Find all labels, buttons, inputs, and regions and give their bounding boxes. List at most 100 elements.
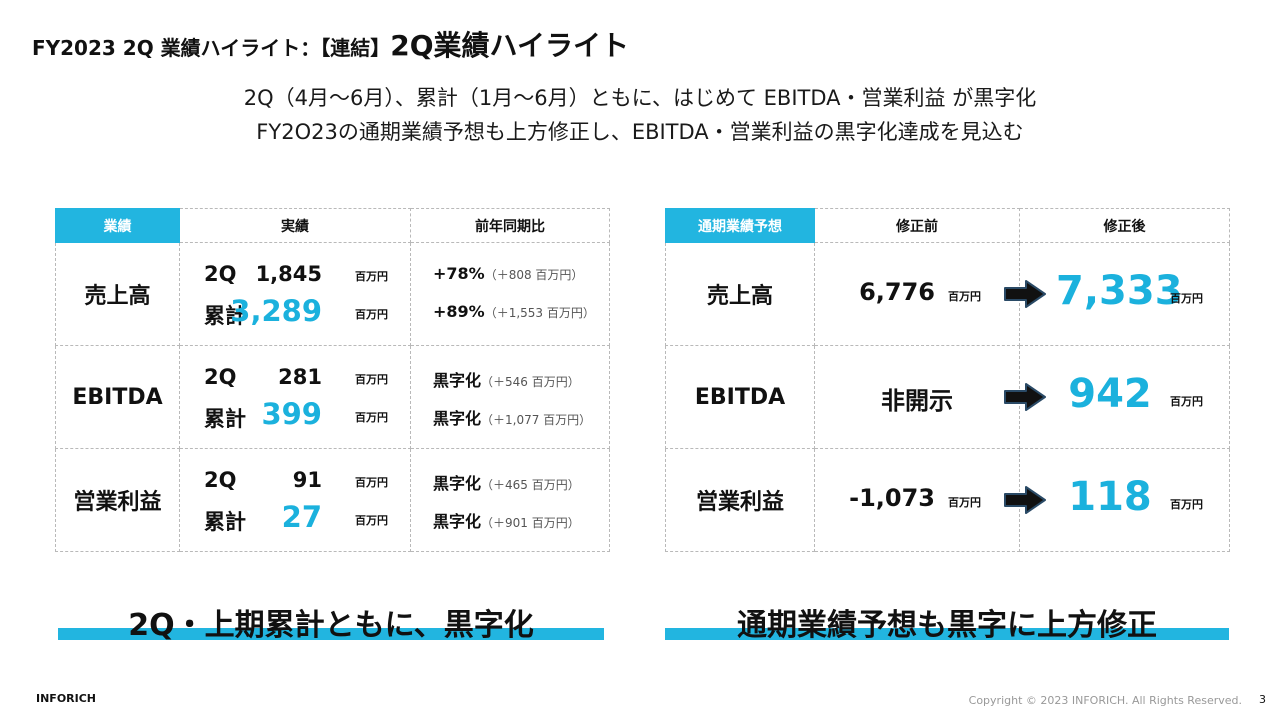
forecast-header-category: 通期業績予想 [665, 208, 815, 243]
forecast-row-operating-income: 営業利益 -1,073 百万円 118 百万円 [665, 448, 1230, 552]
results-row-operating-income: 営業利益 2Q 91 百万円 累計 27 百万円 黒字化（＋465 百万円） 黒… [55, 448, 610, 552]
forecast-table: 通期業績予想 修正前 修正後 売上高 6,776 百万円 7,333 百万円 E… [665, 208, 1230, 552]
yoy-value: +78% [433, 264, 485, 283]
quarter-value: 1,845 [255, 262, 322, 286]
right-arrow-icon [1004, 486, 1046, 514]
after-box: 942 百万円 [1004, 347, 1229, 447]
cumulative-label: 累計 [204, 510, 246, 534]
forecast-row-ebitda: EBITDA 非開示 942 百万円 [665, 345, 1230, 449]
before-value: -1,073 [849, 484, 935, 512]
row-label-operating-income: 営業利益 [55, 448, 180, 552]
before-value-undisclosed: 非開示 [881, 387, 953, 415]
banner-underline [58, 628, 604, 640]
unit-label: 百万円 [355, 476, 388, 489]
yoy-value: 黒字化 [433, 474, 482, 493]
quarter-label: 2Q [204, 262, 237, 286]
before-cell-sales: 6,776 百万円 [814, 242, 1020, 346]
before-box: 6,776 百万円 [815, 244, 1019, 344]
after-box: 7,333 百万円 [1004, 244, 1229, 344]
before-box: -1,073 百万円 [815, 450, 1019, 550]
after-value: 118 [1068, 474, 1152, 520]
yoy-quarter: +78%（＋808 百万円） [433, 264, 583, 283]
yoy-detail: （＋808 百万円） [484, 268, 584, 282]
yoy-line-cumulative: +89%（＋1,553 百万円） [411, 294, 609, 332]
title-main: 2Q業績ハイライト [390, 29, 629, 62]
yoy-value: +89% [433, 302, 485, 321]
title-prefix: FY2023 2Q 業績ハイライト：【連結】 [32, 36, 391, 60]
right-arrow-icon [1004, 280, 1046, 308]
yoy-detail: （＋901 百万円） [481, 516, 580, 530]
quarter-value: 91 [292, 468, 322, 492]
yoy-quarter: 黒字化（＋546 百万円） [433, 367, 580, 391]
forecast-header-after: 修正後 [1019, 208, 1230, 243]
forecast-header-before: 修正前 [814, 208, 1020, 243]
yoy-cumulative: 黒字化（＋901 百万円） [433, 508, 580, 532]
yoy-detail: （＋1,553 百万円） [484, 306, 595, 320]
results-table: 業績 実績 前年同期比 売上高 2Q 1,845 百万円 累計 3,289 百万… [55, 208, 610, 552]
after-cell-operating-income: 118 百万円 [1004, 448, 1230, 552]
summary-banner-right: 通期業績予想も黒字に上方修正 [665, 600, 1229, 643]
yoy-quarter: 黒字化（＋465 百万円） [433, 470, 580, 494]
footer-copyright: Copyright © 2023 INFORICH. All Rights Re… [968, 694, 1242, 707]
banner-underline [665, 628, 1229, 640]
after-value: 7,333 [1056, 268, 1183, 314]
cumulative-value: 399 [261, 397, 322, 431]
after-box: 118 百万円 [1004, 450, 1229, 550]
unit-label: 百万円 [1170, 292, 1203, 305]
cumulative-value: 27 [281, 500, 322, 534]
quarter-label: 2Q [204, 468, 237, 492]
before-cell-ebitda: 非開示 [814, 345, 1020, 449]
row-label-ebitda: EBITDA [55, 345, 180, 449]
cumulative-label: 累計 [204, 304, 246, 328]
forecast-label-sales: 売上高 [665, 242, 815, 346]
yoy-line-cumulative: 黒字化（＋901 百万円） [411, 500, 609, 538]
footer-brand: INFORICH [36, 692, 97, 705]
unit-label: 百万円 [355, 308, 388, 321]
yoy-detail: （＋1,077 百万円） [481, 413, 592, 427]
actual-cell-sales: 2Q 1,845 百万円 累計 3,289 百万円 [179, 242, 411, 346]
actual-line-cumulative: 累計 399 百万円 [180, 397, 410, 435]
summary-banner-left: 2Q・上期累計ともに、黒字化 [58, 600, 604, 643]
unit-label: 百万円 [355, 270, 388, 283]
results-header-row: 業績 実績 前年同期比 [55, 208, 610, 243]
actual-cell-ebitda: 2Q 281 百万円 累計 399 百万円 [179, 345, 411, 449]
banner-text: 2Q・上期累計ともに、黒字化 [128, 608, 534, 643]
results-row-sales: 売上高 2Q 1,845 百万円 累計 3,289 百万円 +78%（＋808 … [55, 242, 610, 346]
actual-line-quarter: 2Q 91 百万円 [180, 462, 410, 500]
unit-label: 百万円 [1170, 395, 1203, 408]
yoy-cumulative: +89%（＋1,553 百万円） [433, 302, 595, 321]
yoy-cell-operating-income: 黒字化（＋465 百万円） 黒字化（＋901 百万円） [410, 448, 610, 552]
unit-label: 百万円 [355, 411, 388, 424]
yoy-value: 黒字化 [433, 409, 482, 428]
actual-line-quarter: 2Q 1,845 百万円 [180, 256, 410, 294]
right-arrow-icon [1004, 383, 1046, 411]
cumulative-value: 3,289 [230, 294, 322, 328]
unit-label: 百万円 [355, 514, 388, 527]
results-header-actual: 実績 [179, 208, 411, 243]
before-value: 6,776 [859, 278, 935, 306]
forecast-row-sales: 売上高 6,776 百万円 7,333 百万円 [665, 242, 1230, 346]
unit-label: 百万円 [1170, 498, 1203, 511]
unit-label: 百万円 [948, 496, 981, 509]
yoy-cell-ebitda: 黒字化（＋546 百万円） 黒字化（＋1,077 百万円） [410, 345, 610, 449]
after-cell-sales: 7,333 百万円 [1004, 242, 1230, 346]
actual-line-cumulative: 累計 3,289 百万円 [180, 294, 410, 332]
yoy-cumulative: 黒字化（＋1,077 百万円） [433, 405, 591, 429]
subtitle-line-1: 2Q（4月～6月）、累計（1月～6月）ともに、はじめて EBITDA・営業利益 … [243, 86, 1037, 110]
before-box: 非開示 [815, 347, 1019, 447]
cumulative-label: 累計 [204, 407, 246, 431]
yoy-detail: （＋546 百万円） [481, 375, 580, 389]
page-number: 3 [1259, 693, 1266, 706]
page-title: FY2023 2Q 業績ハイライト：【連結】2Q業績ハイライト [32, 24, 629, 64]
actual-line-quarter: 2Q 281 百万円 [180, 359, 410, 397]
yoy-line-quarter: +78%（＋808 百万円） [411, 256, 609, 294]
quarter-value: 281 [278, 365, 322, 389]
yoy-value: 黒字化 [433, 371, 482, 390]
quarter-label: 2Q [204, 365, 237, 389]
yoy-line-cumulative: 黒字化（＋1,077 百万円） [411, 397, 609, 435]
unit-label: 百万円 [948, 290, 981, 303]
results-row-ebitda: EBITDA 2Q 281 百万円 累計 399 百万円 黒字化（＋546 百万… [55, 345, 610, 449]
after-cell-ebitda: 942 百万円 [1004, 345, 1230, 449]
results-header-yoy: 前年同期比 [410, 208, 610, 243]
subtitle-line-2: FY2O23の通期業績予想も上方修正し、EBITDA・営業利益の黒字化達成を見込… [256, 120, 1024, 144]
